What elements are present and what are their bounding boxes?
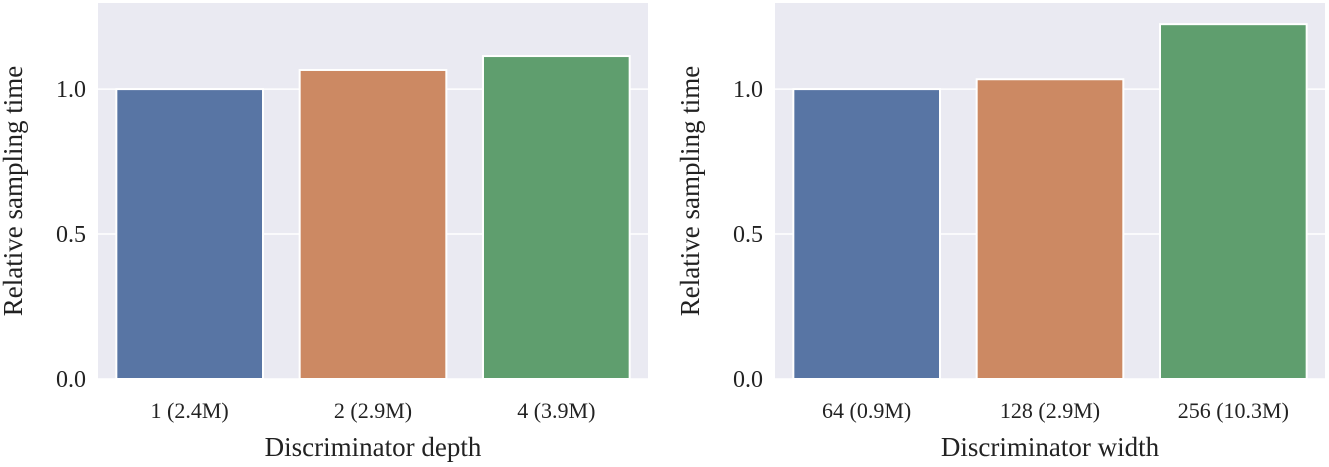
bar [482, 55, 631, 380]
x-tick-label: 64 (0.9M) [822, 398, 911, 423]
bar [792, 88, 941, 381]
x-tick-label: 1 (2.4M) [151, 398, 229, 423]
y-tick-label: 1.0 [733, 77, 763, 103]
x-tick-label: 2 (2.9M) [334, 398, 412, 423]
x-axis-label: Discriminator width [941, 432, 1160, 462]
y-axis-label: Relative sampling time [0, 66, 28, 316]
x-axis-label: Discriminator depth [265, 432, 482, 462]
y-tick-label: 0.5 [56, 222, 86, 248]
x-tick-label: 256 (10.3M) [1178, 398, 1289, 423]
chart-panel-1: 0.0 0.5 1.0 1 (2.4M) 2 (2.9M) 4 (3.9M) Discrim… [0, 3, 648, 462]
y-tick-label: 0.5 [733, 222, 763, 248]
y-tick-label: 0.0 [733, 367, 763, 393]
y-tick-label: 1.0 [56, 77, 86, 103]
chart-panel-2: 0.0 0.5 1.0 64 (0.9M) 128 (2.9M) 256 (10.3M) D… [675, 3, 1325, 462]
bar [975, 78, 1125, 380]
bar [115, 88, 265, 381]
y-tick-label: 0.0 [56, 367, 86, 393]
x-tick-label: 4 (3.9M) [517, 398, 595, 423]
bar [1159, 23, 1308, 380]
y-axis-label: Relative sampling time [675, 66, 705, 316]
bar [298, 68, 448, 380]
x-tick-label: 128 (2.9M) [1000, 398, 1100, 423]
